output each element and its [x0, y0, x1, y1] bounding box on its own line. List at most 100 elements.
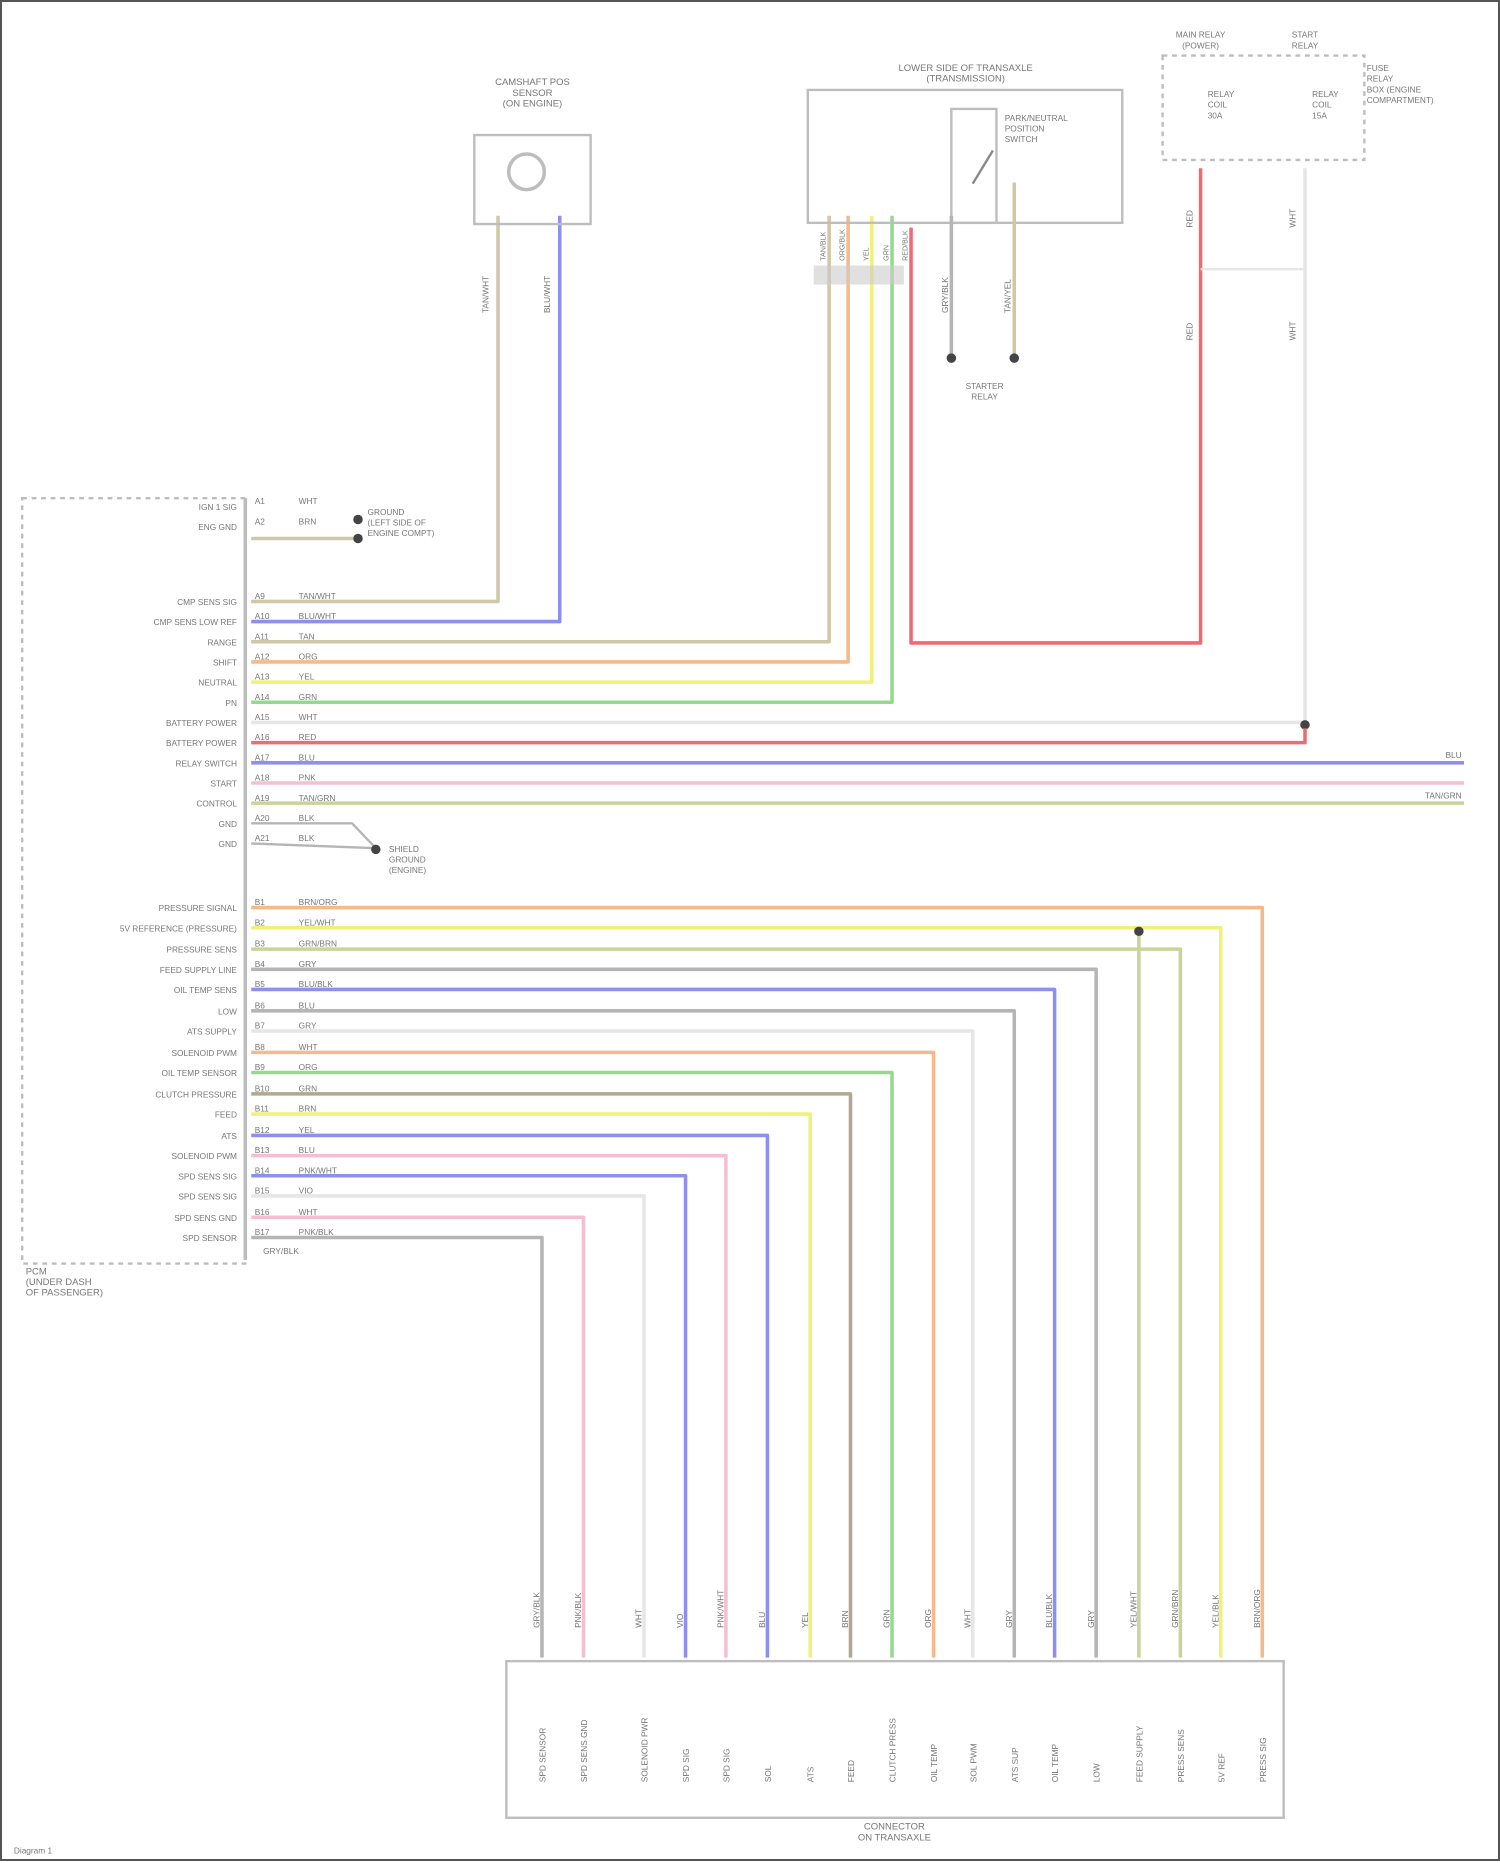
pcm-pin-number: B1 — [255, 897, 266, 907]
transaxle-title: (TRANSMISSION) — [926, 74, 1005, 85]
pcm-pin-number: A10 — [255, 611, 270, 621]
pcm-pin-label: RANGE — [207, 637, 237, 647]
wire-lower — [251, 1235, 544, 1658]
wire-color-code: YEL — [800, 1612, 810, 1628]
ground-dot — [353, 533, 363, 544]
wire-color-code: TAN/BLK — [820, 231, 828, 260]
pcm-pin-number: A15 — [255, 712, 270, 722]
wire-upper-module — [251, 215, 874, 684]
start-relay-title: START — [1292, 30, 1318, 40]
splice-dot — [1134, 926, 1144, 937]
wire-color-code: WHT — [962, 1609, 972, 1628]
fuse-relay-box — [1161, 54, 1366, 162]
cmp-sensor-title: (ON ENGINE) — [503, 99, 563, 110]
relay-inner-label: 15A — [1312, 110, 1327, 120]
relay-inner-label: COIL — [1208, 100, 1228, 110]
wire-color-code: WHT — [299, 712, 318, 722]
wire-color-code: BLK — [299, 813, 315, 823]
wire-gnd — [251, 822, 377, 850]
sensor-symbol-icon — [506, 152, 547, 192]
ground-note: GROUND — [368, 507, 405, 517]
connector-pin-label: SPD SIG — [681, 1749, 691, 1783]
splice-dot — [1300, 720, 1310, 730]
footer-label: Diagram 1 — [14, 1845, 53, 1855]
ground-dot — [1009, 353, 1020, 363]
wire-color-code: GRY/BLK — [263, 1246, 299, 1256]
pcm-label: OF PASSENGER) — [26, 1288, 103, 1299]
ground-note: ENGINE COMPT) — [368, 528, 435, 538]
pcm-pin-label: SOLENOID PWM — [171, 1151, 237, 1161]
pcm-pin-label: SPD SENS SIG — [178, 1171, 237, 1181]
wire-lower — [251, 905, 1265, 1658]
main-relay-title: MAIN RELAY — [1176, 30, 1226, 40]
connector-pin-label: PRESS SENS — [1176, 1729, 1186, 1782]
switch-label: SWITCH — [1005, 134, 1038, 144]
starter-relay-label: STARTER — [966, 381, 1004, 391]
wire-color-code: YEL/BLK — [1210, 1594, 1220, 1628]
pcm-pin-number: B11 — [255, 1104, 270, 1114]
wire-lower — [251, 1215, 586, 1658]
wire-color-code: TAN/WHT — [481, 276, 491, 313]
pcm-pin-label: BATTERY POWER — [166, 738, 237, 748]
wire-lower — [251, 1194, 646, 1658]
wire-color-code: BRN/ORG — [1252, 1589, 1262, 1628]
fuse-box-label: RELAY — [1367, 74, 1394, 84]
wire-color-code: ORG/BLK — [839, 229, 847, 261]
wire-color-code: BLU — [299, 1000, 315, 1010]
pcm-pin-number: B7 — [255, 1021, 266, 1031]
pcm-pin-label: GND — [219, 819, 237, 829]
wire-color-code: WHT — [1288, 321, 1298, 340]
connector-title: CONNECTOR — [864, 1822, 925, 1833]
pcm-pin-number: B10 — [255, 1084, 270, 1094]
wire-battery-white — [251, 168, 1307, 725]
pcm-pin-label: CLUTCH PRESSURE — [155, 1089, 237, 1099]
wire-color-code: TAN/WHT — [299, 591, 336, 601]
wire-gnd — [251, 842, 376, 850]
fuse-box-label: BOX (ENGINE — [1367, 84, 1422, 94]
pcm-label: (UNDER DASH — [26, 1277, 92, 1288]
pcm-pin-number: B15 — [255, 1186, 270, 1196]
shield-note: SHIELD — [389, 844, 419, 854]
pcm-pin-number: A13 — [255, 672, 270, 682]
wire-color-code: BRN — [840, 1610, 850, 1628]
wire-battery-red — [251, 728, 1307, 745]
pcm-pin-label: ATS — [221, 1131, 237, 1141]
pcm-pin-label: ATS SUPPLY — [187, 1027, 237, 1037]
wire-color-code: BRN/ORG — [299, 897, 338, 907]
pcm-pin-label: CMP SENS SIG — [177, 597, 237, 607]
wire-lower — [251, 1173, 688, 1658]
pcm-pin-label: SPD SENS GND — [174, 1213, 237, 1223]
shield-note: GROUND — [389, 854, 426, 864]
pcm-pin-number: A9 — [255, 591, 266, 601]
connector-pin-label: FEED — [846, 1760, 856, 1782]
wire-lower — [251, 1009, 1017, 1658]
relay-inner-label: RELAY — [1312, 89, 1339, 99]
pcm-pin-number: B6 — [255, 1000, 266, 1010]
ground-dot — [371, 844, 381, 855]
wire-lower — [251, 1092, 853, 1658]
switch-label: POSITION — [1005, 123, 1045, 133]
pcm-pin-label: SPD SENS SIG — [178, 1192, 237, 1202]
wire-cmp-low — [251, 215, 562, 624]
wire-lower — [251, 1153, 728, 1658]
wire-color-code: BLU — [299, 1145, 315, 1155]
wire-color-code: RED — [1184, 323, 1194, 341]
pcm-pin-number: A16 — [255, 732, 270, 742]
wire-color-code: WHT — [299, 1042, 318, 1052]
inline-connector — [813, 265, 904, 285]
wire-lower — [251, 947, 1183, 1658]
wire-color-code: YEL — [862, 247, 870, 260]
relay-inner-label: COIL — [1312, 100, 1332, 110]
wire-color-code: GRY/BLK — [532, 1592, 542, 1628]
wire-color-code: TAN — [299, 631, 315, 641]
pcm-pin-label: PN — [225, 698, 237, 708]
pcm-pin-label: START — [211, 779, 237, 789]
connector-pin-label: ATS — [806, 1766, 816, 1782]
wire-main-relay — [909, 168, 1203, 645]
switch-inner-box — [950, 107, 998, 225]
transaxle-connector — [505, 1659, 1285, 1819]
wire-color-code: YEL — [299, 672, 315, 682]
wire-color-code: BLU — [757, 1612, 767, 1628]
wire-color-code: GRN — [882, 1609, 892, 1627]
connector-title: ON TRANSAXLE — [858, 1832, 931, 1843]
